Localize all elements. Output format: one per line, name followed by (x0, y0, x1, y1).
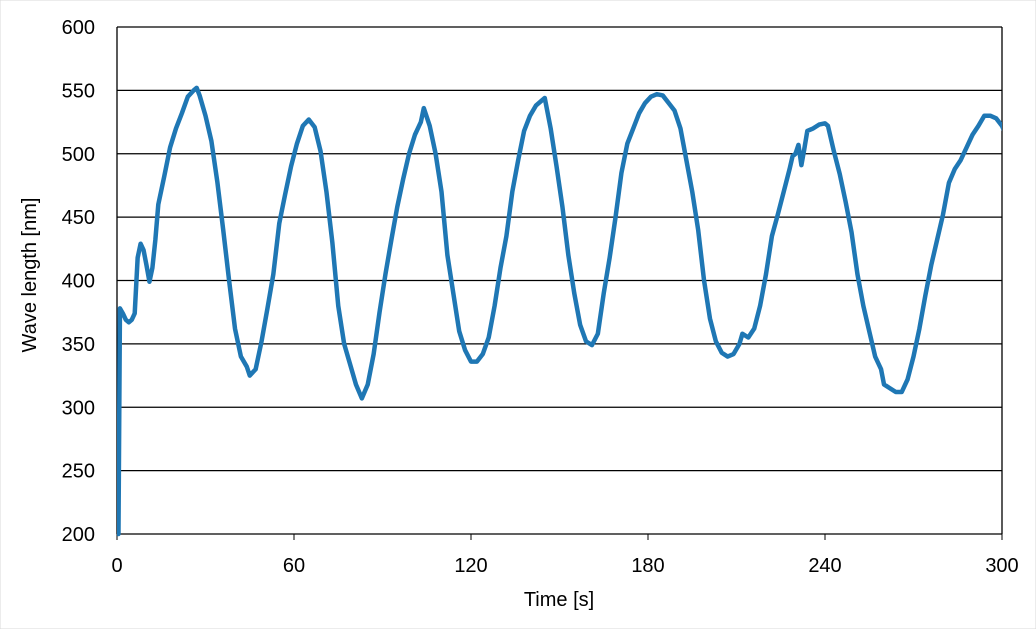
y-tick-label: 200 (62, 524, 95, 546)
y-tick-label: 400 (62, 271, 95, 293)
x-tick-label: 120 (454, 555, 487, 577)
y-tick-label: 600 (62, 17, 95, 39)
x-tick-label: 0 (111, 555, 122, 577)
series-line-0 (117, 85, 1002, 537)
series-layer (117, 85, 1002, 537)
y-tick-label: 350 (62, 334, 95, 356)
y-tick-label: 550 (62, 80, 95, 102)
gridlines (117, 26, 1002, 472)
y-tick-label: 500 (62, 144, 95, 166)
y-tick-label: 450 (62, 207, 95, 229)
x-tick-label: 300 (985, 555, 1018, 577)
x-tick-label: 240 (808, 555, 841, 577)
tick-labels: 200 250 300 350 400 450 500 550 600 0 60 120 180 240 3… (62, 17, 1019, 577)
x-tick-label: 180 (631, 555, 664, 577)
y-tick-label: 300 (62, 397, 95, 419)
x-tick-label: 60 (283, 555, 305, 577)
x-axis-title: Time [s] (524, 589, 594, 611)
y-tick-label: 250 (62, 461, 95, 483)
y-axis-title: Wave length [nm] (19, 198, 41, 353)
